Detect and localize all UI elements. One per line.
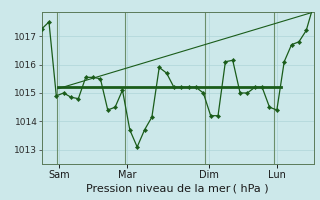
X-axis label: Pression niveau de la mer ( hPa ): Pression niveau de la mer ( hPa ) xyxy=(86,184,269,194)
